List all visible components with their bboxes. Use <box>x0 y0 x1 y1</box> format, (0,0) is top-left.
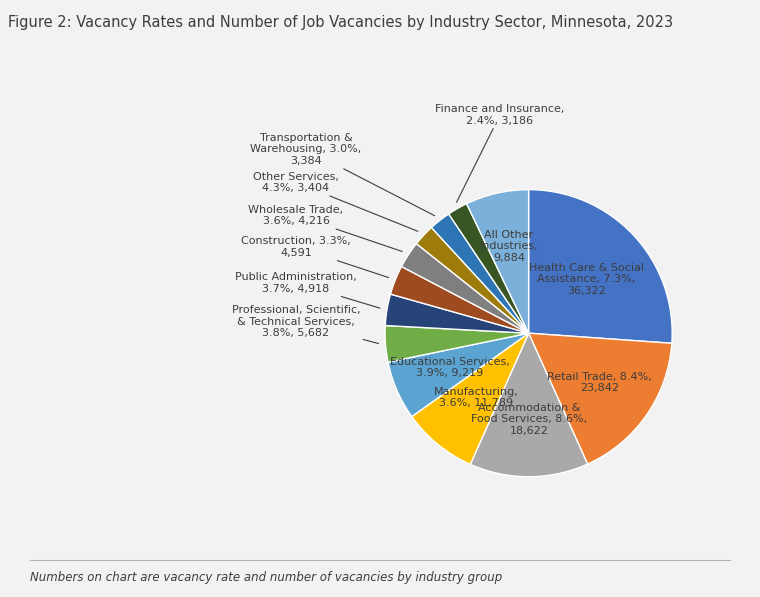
Text: Public Administration,
3.7%, 4,918: Public Administration, 3.7%, 4,918 <box>235 272 380 308</box>
Text: Health Care & Social
Assistance, 7.3%,
36,322: Health Care & Social Assistance, 7.3%, 3… <box>529 263 644 296</box>
Wedge shape <box>416 227 529 333</box>
Wedge shape <box>470 333 587 477</box>
Text: All Other
Industries,
9,884: All Other Industries, 9,884 <box>480 230 538 263</box>
Text: Professional, Scientific,
& Technical Services,
3.8%, 5,682: Professional, Scientific, & Technical Se… <box>232 305 378 343</box>
Wedge shape <box>401 244 529 333</box>
Wedge shape <box>529 333 672 464</box>
Text: Construction, 3.3%,
4,591: Construction, 3.3%, 4,591 <box>241 236 388 278</box>
Wedge shape <box>529 190 672 343</box>
Text: Retail Trade, 8.4%,
23,842: Retail Trade, 8.4%, 23,842 <box>547 372 651 393</box>
Wedge shape <box>388 333 529 417</box>
Text: Accommodation &
Food Services, 8.6%,
18,622: Accommodation & Food Services, 8.6%, 18,… <box>470 403 587 436</box>
Text: Figure 2: Vacancy Rates and Number of Job Vacancies by Industry Sector, Minnesot: Figure 2: Vacancy Rates and Number of Jo… <box>8 15 673 30</box>
Wedge shape <box>448 204 529 333</box>
Wedge shape <box>467 190 529 333</box>
Text: Educational Services,
3.9%, 9,219: Educational Services, 3.9%, 9,219 <box>390 357 509 378</box>
Text: Numbers on chart are vacancy rate and number of vacancies by industry group: Numbers on chart are vacancy rate and nu… <box>30 571 502 584</box>
Wedge shape <box>391 266 529 333</box>
Wedge shape <box>412 333 529 464</box>
Wedge shape <box>385 294 529 333</box>
Text: Transportation &
Warehousing, 3.0%,
3,384: Transportation & Warehousing, 3.0%, 3,38… <box>251 133 435 216</box>
Text: Wholesale Trade,
3.6%, 4,216: Wholesale Trade, 3.6%, 4,216 <box>249 205 402 251</box>
Text: Other Services,
4.3%, 3,404: Other Services, 4.3%, 3,404 <box>253 172 418 231</box>
Text: Manufacturing,
3.6%, 11,789: Manufacturing, 3.6%, 11,789 <box>434 387 518 408</box>
Text: Finance and Insurance,
2.4%, 3,186: Finance and Insurance, 2.4%, 3,186 <box>435 104 565 202</box>
Wedge shape <box>432 214 529 333</box>
Wedge shape <box>385 325 529 362</box>
